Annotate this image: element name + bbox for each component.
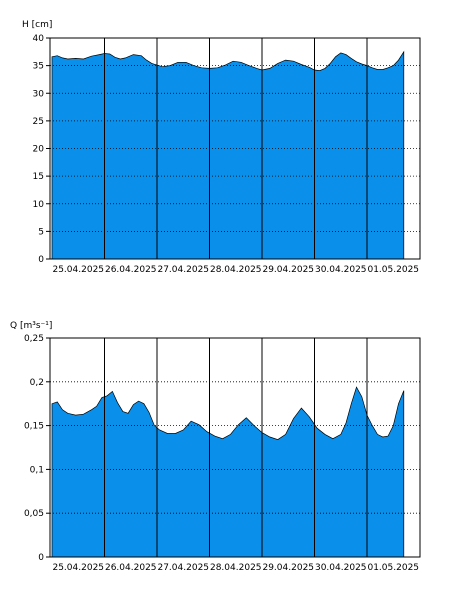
x-tick-label: 30.04.2025 <box>315 265 367 275</box>
y-tick-label: 0 <box>38 255 44 265</box>
y-tick-label: 30 <box>33 89 45 99</box>
y-tick-label: 20 <box>33 145 45 155</box>
y-tick-label: 35 <box>33 62 44 72</box>
y-axis-label: H [cm] <box>22 20 52 30</box>
plot-frame <box>49 337 421 558</box>
y-tick-label: 25 <box>33 117 44 127</box>
y-tick-label: 0,05 <box>24 509 44 519</box>
x-tick-label: 28.04.2025 <box>210 265 262 275</box>
x-tick-label: 29.04.2025 <box>262 563 314 573</box>
y-tick-label: 0,1 <box>30 465 44 475</box>
x-tick-label: 29.04.2025 <box>262 265 314 275</box>
series-area <box>51 50 405 260</box>
y-axis-label: Q [m³s⁻¹] <box>10 321 52 331</box>
y-tick-label: 15 <box>33 172 44 182</box>
x-tick-label: 25.04.2025 <box>52 563 104 573</box>
y-tick-label: 0,25 <box>24 334 44 344</box>
x-tick-label: 30.04.2025 <box>315 563 367 573</box>
y-tick-label: 0 <box>38 553 44 563</box>
x-tick-label: 26.04.2025 <box>105 265 157 275</box>
y-tick-label: 10 <box>33 200 45 210</box>
x-tick-label: 01.05.2025 <box>367 265 419 275</box>
y-tick-label: 5 <box>38 227 44 237</box>
water-level-chart: 0 5 10 15 20 25 30 35 40 25.04.2025 26.04.2025 27.0… <box>22 20 421 275</box>
x-tick-label: 26.04.2025 <box>105 563 157 573</box>
y-tick-label: 0,2 <box>30 378 44 388</box>
x-tick-label: 25.04.2025 <box>52 265 104 275</box>
x-tick-label: 01.05.2025 <box>367 563 419 573</box>
x-tick-label: 28.04.2025 <box>210 563 262 573</box>
x-tick-label: 27.04.2025 <box>157 265 209 275</box>
y-tick-label: 0,15 <box>24 422 44 432</box>
y-tick-label: 40 <box>33 34 45 44</box>
x-tick-label: 27.04.2025 <box>157 563 209 573</box>
plot-frame <box>49 37 421 260</box>
